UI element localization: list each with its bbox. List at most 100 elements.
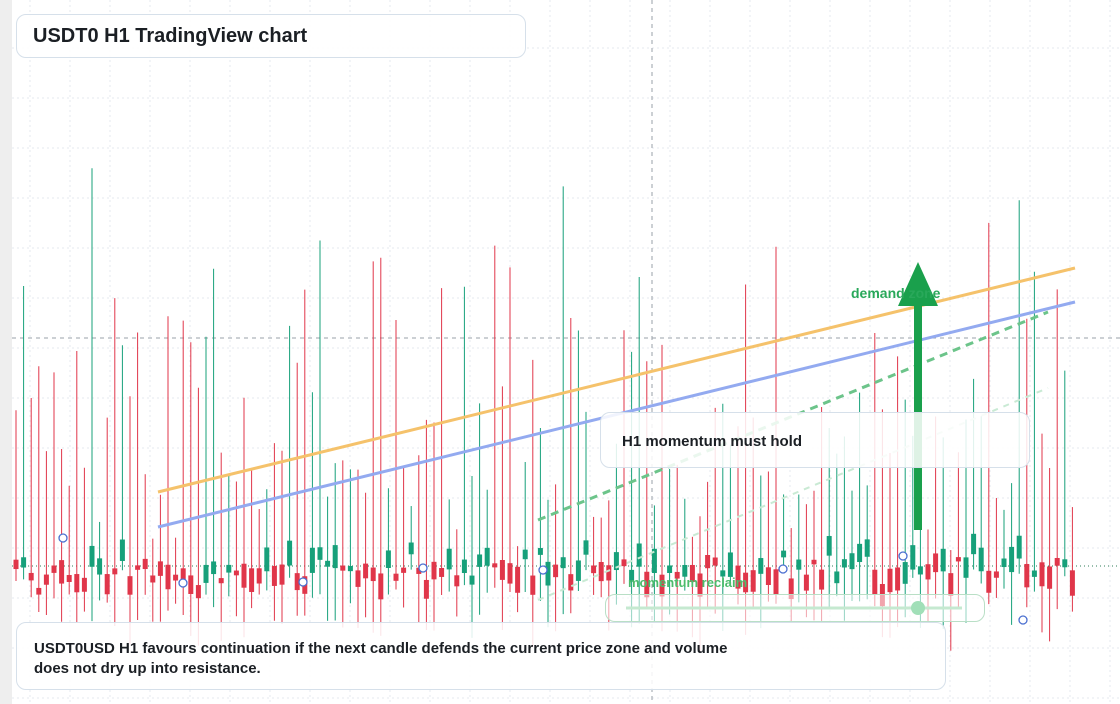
candle-body: [948, 573, 954, 596]
candle-body: [887, 568, 893, 593]
candle-body: [955, 557, 961, 562]
candle-body: [537, 548, 543, 555]
candle-body: [796, 559, 802, 570]
candle-body: [735, 565, 741, 589]
candle-body: [104, 574, 110, 595]
candle-body: [613, 552, 619, 571]
candle-body: [142, 558, 148, 570]
candle-body: [667, 565, 673, 573]
candle-body: [902, 562, 908, 584]
signal-marker: [418, 563, 428, 573]
candle-body: [150, 575, 156, 583]
candle-body: [568, 574, 574, 591]
candle-body: [1069, 570, 1075, 596]
candle-body: [492, 563, 498, 568]
candle-body: [591, 565, 597, 574]
candle-body: [750, 570, 756, 592]
candle-body: [499, 560, 505, 580]
candle-body: [621, 559, 627, 567]
candle-body: [218, 578, 224, 584]
candle-body: [507, 563, 513, 584]
candle-body: [188, 575, 194, 594]
candle-body: [340, 565, 346, 571]
candle-body: [74, 574, 80, 593]
candle-body: [477, 554, 483, 567]
candle-body: [515, 566, 521, 593]
candle-body: [157, 561, 163, 576]
candle-body: [925, 564, 931, 580]
candle-body: [910, 545, 916, 570]
candle-body: [446, 548, 452, 570]
candle-body: [423, 579, 429, 599]
candle-body: [454, 575, 460, 587]
momentum-reclaim-label: momentum reclaim: [628, 575, 747, 590]
candle-body: [971, 533, 977, 555]
candle-body: [325, 560, 331, 567]
candle-body: [51, 565, 57, 573]
candle-body: [765, 567, 771, 585]
signal-marker: [178, 578, 188, 588]
candle-body: [553, 564, 559, 578]
candle-body: [705, 554, 711, 569]
candle-body: [211, 561, 217, 575]
candle-body: [180, 568, 186, 581]
candle-body: [66, 575, 72, 582]
candle-body: [173, 574, 179, 581]
signal-marker: [1018, 615, 1028, 625]
candle-body: [697, 573, 703, 597]
candle-body: [993, 571, 999, 578]
signal-marker: [298, 577, 308, 587]
candle-body: [644, 571, 650, 598]
candle-body: [1009, 546, 1015, 573]
title-panel: USDT0 H1 TradingView chart: [16, 14, 526, 58]
momentum-callout: H1 momentum must hold: [600, 412, 1030, 468]
candle-body: [963, 557, 969, 578]
candle-body: [819, 569, 825, 590]
candle-body: [689, 564, 695, 582]
caption-text: USDT0USD H1 favours continuation if the …: [34, 640, 728, 677]
candle-body: [849, 553, 855, 570]
candle-body: [309, 547, 315, 573]
candle-body: [401, 567, 407, 573]
candle-body: [135, 565, 141, 570]
signal-marker: [778, 564, 788, 574]
caption-panel: USDT0USD H1 favours continuation if the …: [16, 622, 946, 690]
candle-body: [370, 567, 376, 582]
candle-body: [264, 547, 270, 572]
candle-body: [781, 550, 787, 558]
candle-body: [606, 565, 612, 581]
candle-body: [712, 557, 718, 566]
candle-body: [727, 552, 733, 577]
candle-body: [112, 568, 118, 575]
candle-body: [226, 564, 232, 573]
callout-text: H1 momentum must hold: [622, 433, 803, 450]
candle-body: [1001, 558, 1007, 568]
candle-body: [21, 557, 27, 568]
candle-body: [385, 550, 391, 568]
candle-body: [826, 536, 832, 556]
candle-body: [917, 566, 923, 575]
candle-body: [530, 575, 536, 595]
candle-body: [636, 543, 642, 567]
candle-body: [811, 559, 817, 565]
candle-body: [355, 570, 361, 587]
candle-body: [978, 547, 984, 572]
candle-body: [1047, 566, 1053, 589]
candle-body: [575, 560, 581, 581]
candle-body: [294, 573, 300, 591]
left-rail: [0, 0, 12, 704]
candle-body: [484, 547, 490, 566]
candle-body: [758, 558, 764, 574]
candle-body: [788, 578, 794, 600]
candle-body: [59, 560, 65, 584]
candle-body: [165, 564, 171, 590]
candle-body: [933, 553, 939, 573]
candle-body: [545, 561, 551, 586]
candle-body: [43, 574, 49, 585]
candle-body: [13, 559, 19, 570]
candle-body: [743, 572, 749, 593]
candle-body: [773, 569, 779, 595]
candle-body: [119, 539, 125, 561]
candle-body: [378, 573, 384, 600]
